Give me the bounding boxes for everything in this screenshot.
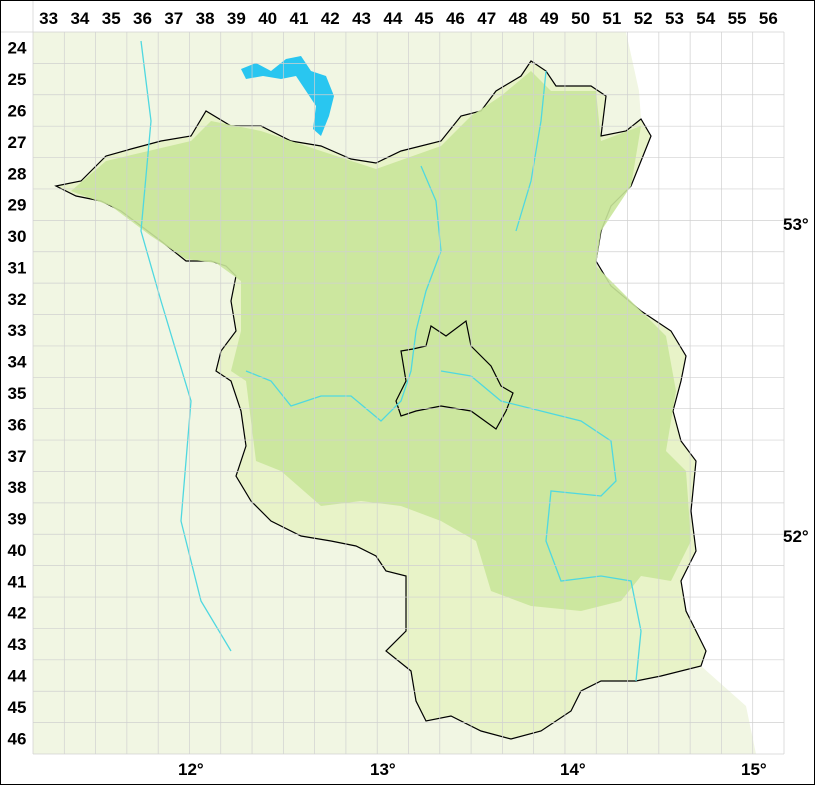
river-oder-tributary bbox=[515, 70, 547, 232]
column-label: 36 bbox=[133, 9, 152, 28]
column-label: 50 bbox=[571, 9, 590, 28]
row-label: 27 bbox=[8, 133, 27, 152]
column-label: 33 bbox=[39, 9, 58, 28]
row-label: 28 bbox=[8, 164, 27, 183]
column-label: 43 bbox=[352, 9, 371, 28]
row-label: 35 bbox=[8, 384, 27, 403]
row-label: 25 bbox=[8, 70, 27, 89]
rivers bbox=[140, 40, 642, 682]
column-label: 38 bbox=[196, 9, 215, 28]
column-label: 37 bbox=[164, 9, 183, 28]
row-label: 31 bbox=[8, 258, 27, 277]
column-label: 45 bbox=[415, 9, 434, 28]
longitude-label-14: 14° bbox=[560, 760, 586, 779]
row-label: 24 bbox=[8, 39, 27, 58]
row-label: 26 bbox=[8, 101, 27, 120]
column-label: 34 bbox=[70, 9, 89, 28]
column-label: 41 bbox=[290, 9, 309, 28]
row-label: 46 bbox=[8, 729, 27, 748]
row-label: 40 bbox=[8, 541, 27, 560]
column-label: 47 bbox=[477, 9, 496, 28]
column-label: 54 bbox=[696, 9, 715, 28]
column-label: 46 bbox=[446, 9, 465, 28]
row-label: 42 bbox=[8, 604, 27, 623]
column-label: 49 bbox=[540, 9, 559, 28]
latitude-label-53: 53° bbox=[783, 215, 809, 234]
column-label: 56 bbox=[759, 9, 778, 28]
row-label: 43 bbox=[8, 635, 27, 654]
row-label: 33 bbox=[8, 321, 27, 340]
row-label: 34 bbox=[8, 353, 27, 372]
column-label: 52 bbox=[634, 9, 653, 28]
row-label: 32 bbox=[8, 290, 27, 309]
row-label: 39 bbox=[8, 510, 27, 529]
column-label: 48 bbox=[509, 9, 528, 28]
dense-occurrence-area bbox=[71, 71, 691, 611]
row-label: 41 bbox=[8, 572, 27, 591]
column-label: 55 bbox=[728, 9, 747, 28]
lake bbox=[241, 56, 334, 136]
row-label: 44 bbox=[8, 667, 27, 686]
column-label: 51 bbox=[602, 9, 621, 28]
row-label: 30 bbox=[8, 227, 27, 246]
row-label: 36 bbox=[8, 415, 27, 434]
river-west bbox=[140, 40, 232, 652]
berlin-outline bbox=[395, 319, 514, 430]
row-label: 45 bbox=[8, 698, 27, 717]
column-label: 53 bbox=[665, 9, 684, 28]
river-havel bbox=[245, 165, 442, 422]
latitude-label-52: 52° bbox=[783, 527, 809, 546]
row-label: 38 bbox=[8, 478, 27, 497]
column-label: 35 bbox=[102, 9, 121, 28]
column-label: 39 bbox=[227, 9, 246, 28]
column-label: 40 bbox=[258, 9, 277, 28]
longitude-label-15: 15° bbox=[741, 760, 767, 779]
column-label: 44 bbox=[383, 9, 402, 28]
row-label: 37 bbox=[8, 447, 27, 466]
row-labels: 24 25 26 27 28 29 30 31 32 33 34 35 36 37 38 39 40 41 42 43… bbox=[8, 39, 27, 749]
column-labels: 33 34 35 36 37 38 39 40 41 42 43 44 45 46 47 48 49 50 51 52… bbox=[39, 9, 778, 28]
longitude-label-13: 13° bbox=[370, 760, 396, 779]
row-label: 29 bbox=[8, 196, 27, 215]
column-label: 42 bbox=[321, 9, 340, 28]
grid-lines bbox=[1, 1, 785, 755]
longitude-label-12: 12° bbox=[178, 760, 204, 779]
river-spree bbox=[440, 370, 642, 682]
